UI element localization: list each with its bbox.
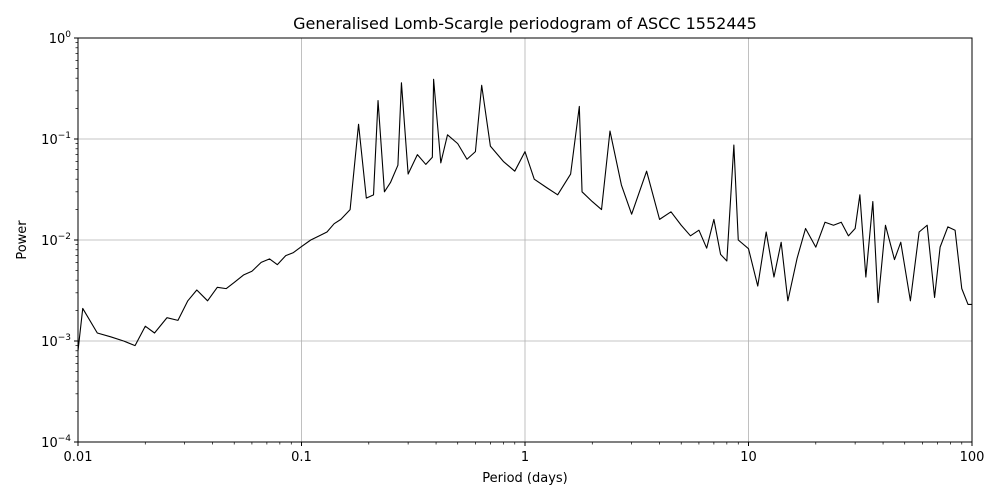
y-tick-base: 10 xyxy=(41,133,58,148)
y-tick-label: 10−4 xyxy=(41,434,71,451)
axis-ticks xyxy=(74,37,973,446)
x-axis-label: Period (days) xyxy=(482,471,568,486)
x-tick-label: 100 xyxy=(960,450,985,465)
y-tick-base: 10 xyxy=(49,32,66,47)
y-tick-label: 10−3 xyxy=(41,333,71,350)
periodogram-line xyxy=(77,78,972,351)
y-tick-base: 10 xyxy=(41,234,58,249)
y-tick-label: 100 xyxy=(49,30,72,47)
x-tick-label: 1 xyxy=(521,450,529,465)
x-tick-label: 0.1 xyxy=(291,450,312,465)
y-tick-label: 10−2 xyxy=(41,232,71,249)
y-tick-exponent: −3 xyxy=(58,333,71,343)
y-tick-exponent: −1 xyxy=(58,131,71,141)
y-tick-label: 10−1 xyxy=(41,131,71,148)
y-tick-exponent: −2 xyxy=(58,232,71,242)
grid-lines xyxy=(77,37,973,443)
x-tick-label: 0.01 xyxy=(64,450,93,465)
x-tick-labels: 0.01 0.1 1 10 100 xyxy=(64,450,985,465)
series-layer xyxy=(77,78,972,351)
y-tick-exponent: −4 xyxy=(58,434,72,444)
y-axis-label: Power xyxy=(15,220,30,260)
x-tick-label: 10 xyxy=(740,450,757,465)
y-tick-base: 10 xyxy=(41,436,58,451)
chart-title: Generalised Lomb-Scargle periodogram of … xyxy=(293,14,757,33)
y-tick-base: 10 xyxy=(41,335,58,350)
plot-frame xyxy=(77,37,973,443)
y-tick-exponent: 0 xyxy=(65,30,71,40)
